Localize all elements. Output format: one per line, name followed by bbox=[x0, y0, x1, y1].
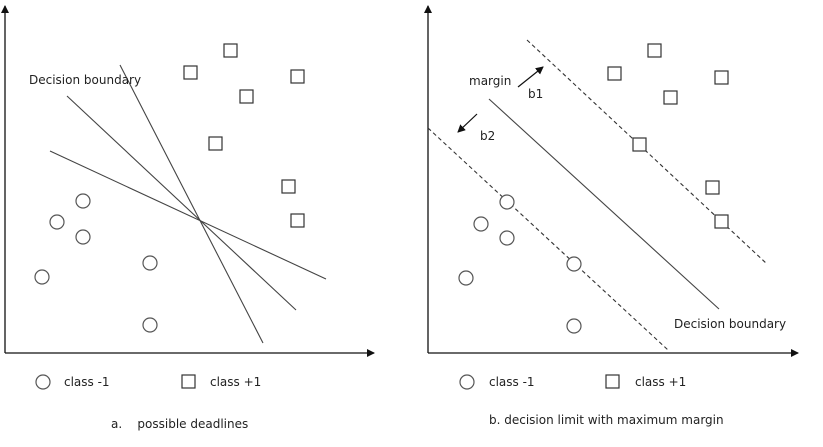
candidate-boundary-line bbox=[66, 95, 297, 311]
panel-b-caption: b. decision limit with maximum margin bbox=[489, 413, 724, 427]
panel-b-margin-label: margin bbox=[469, 74, 511, 88]
margin-line-b1 bbox=[526, 39, 768, 265]
class-pos-point bbox=[208, 136, 223, 151]
class-pos-point bbox=[607, 66, 622, 81]
class-pos-point bbox=[663, 90, 678, 105]
max-margin-boundary-line bbox=[488, 98, 720, 310]
panel-b-legend-class-neg: class -1 bbox=[489, 375, 535, 389]
class-pos-point bbox=[647, 43, 662, 58]
margin-line-b2 bbox=[427, 127, 669, 351]
panel-a-legend-class-neg: class -1 bbox=[64, 375, 110, 389]
class-pos-point bbox=[239, 89, 254, 104]
legend-circle-icon bbox=[459, 374, 475, 390]
legend-square-icon bbox=[605, 374, 620, 389]
class-neg-support-vector bbox=[499, 194, 515, 210]
panel-b-b2-label: b2 bbox=[480, 129, 495, 143]
candidate-boundary-line bbox=[49, 150, 327, 280]
class-pos-point bbox=[290, 69, 305, 84]
class-neg-point bbox=[75, 229, 91, 245]
panel-a-caption: a. possible deadlines bbox=[111, 417, 248, 431]
legend-circle-icon bbox=[35, 374, 51, 390]
class-neg-point bbox=[458, 270, 474, 286]
margin-arrow-down bbox=[457, 113, 478, 133]
class-pos-point bbox=[183, 65, 198, 80]
class-neg-point bbox=[49, 214, 65, 230]
class-pos-point bbox=[281, 179, 296, 194]
class-neg-point bbox=[566, 318, 582, 334]
class-pos-point bbox=[223, 43, 238, 58]
class-neg-point bbox=[473, 216, 489, 232]
panel-b-b1-label: b1 bbox=[528, 87, 543, 101]
class-neg-point bbox=[142, 255, 158, 271]
class-pos-point bbox=[290, 213, 305, 228]
class-neg-point bbox=[499, 230, 515, 246]
class-pos-support-vector bbox=[714, 214, 729, 229]
class-neg-point bbox=[34, 269, 50, 285]
class-pos-support-vector bbox=[632, 137, 647, 152]
panel-b: margin b1 b2 Decision boundary class -1 … bbox=[424, 5, 799, 427]
legend-square-icon bbox=[181, 374, 196, 389]
candidate-boundary-line bbox=[119, 64, 264, 344]
class-neg-support-vector bbox=[566, 256, 582, 272]
panel-a-boundary-label: Decision boundary bbox=[29, 73, 141, 87]
panel-a: Decision boundary class -1 class +1 a. p… bbox=[1, 5, 375, 431]
panel-b-boundary-label: Decision boundary bbox=[674, 317, 786, 331]
class-pos-point bbox=[714, 70, 729, 85]
panel-b-legend-class-pos: class +1 bbox=[635, 375, 686, 389]
class-neg-point bbox=[75, 193, 91, 209]
class-pos-point bbox=[705, 180, 720, 195]
class-neg-point bbox=[142, 317, 158, 333]
panel-a-legend-class-pos: class +1 bbox=[210, 375, 261, 389]
margin-arrow-up bbox=[517, 66, 544, 88]
